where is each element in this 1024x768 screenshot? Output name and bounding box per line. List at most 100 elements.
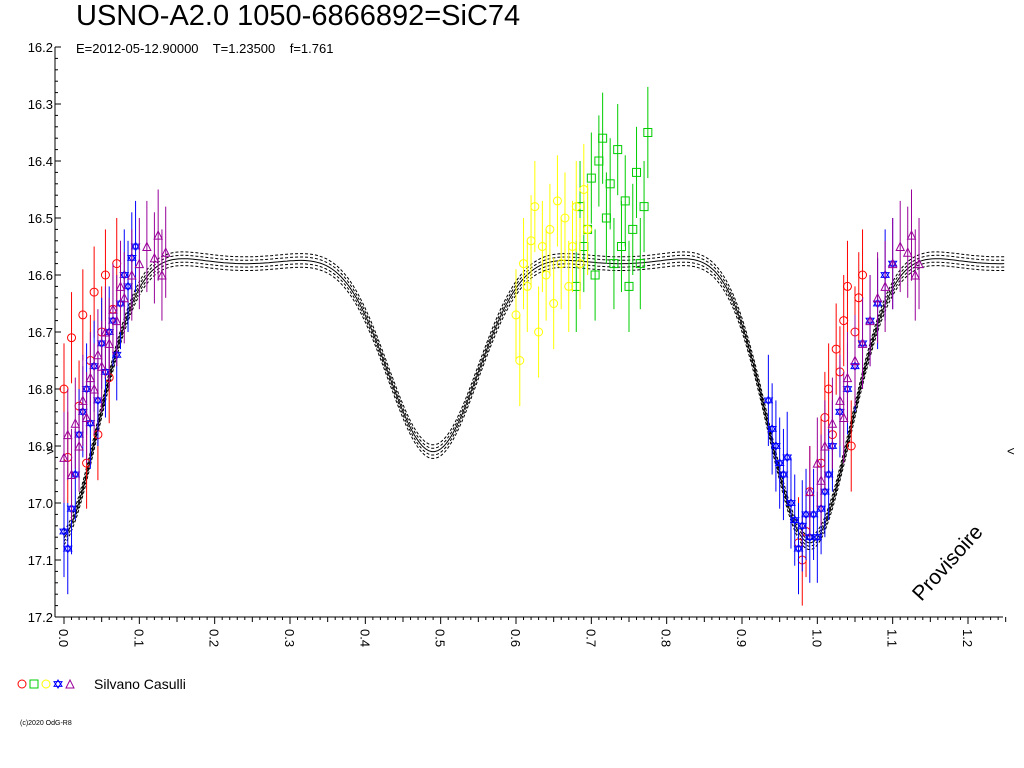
- legend-label: Silvano Casulli: [94, 676, 186, 692]
- x-tick-label: 0.6: [508, 629, 523, 647]
- data-point: [130, 241, 141, 252]
- chart-title: USNO-A2.0 1050-6866892=SiC74: [76, 0, 521, 32]
- data-point: [639, 202, 649, 212]
- data-point: [906, 229, 917, 240]
- x-tick-label: 0.2: [207, 629, 222, 647]
- data-point: [119, 292, 130, 303]
- marker-triangle: [902, 247, 913, 257]
- x-tick-label: 0.1: [131, 629, 146, 647]
- marker-triangle: [812, 457, 823, 468]
- data-point: [872, 292, 883, 303]
- data-point: [812, 532, 823, 543]
- data-point: [575, 259, 585, 269]
- marker-triangle: [850, 355, 860, 365]
- y-tick-label: 16.4: [28, 154, 53, 169]
- data-point: [820, 440, 830, 451]
- data-point: [620, 196, 630, 206]
- marker-triangle: [78, 395, 88, 405]
- marker-star-down: [797, 522, 808, 531]
- marker-star-up: [819, 486, 830, 495]
- marker-triangle: [142, 241, 152, 251]
- data-point: [78, 395, 88, 405]
- marker-circle: [842, 281, 852, 291]
- marker-triangle: [96, 361, 107, 371]
- marker-triangle: [126, 269, 137, 280]
- data-point: [605, 179, 615, 189]
- marker-star-up: [92, 395, 103, 404]
- marker-triangle: [914, 258, 924, 269]
- marker-star-down: [53, 681, 63, 689]
- x-tick-label: 0.0: [56, 629, 71, 647]
- data-point: [827, 418, 838, 428]
- data-point: [66, 469, 77, 479]
- marker-circle: [89, 287, 99, 297]
- model-curve: [63, 251, 1005, 550]
- data-point: [74, 440, 84, 451]
- data-point: [93, 349, 103, 360]
- marker-star-down: [763, 397, 774, 406]
- marker-triangle: [62, 429, 73, 440]
- data-point: [153, 229, 163, 240]
- marker-star-up: [812, 532, 823, 541]
- marker-star-up: [123, 281, 133, 290]
- data-point: [635, 259, 645, 269]
- data-point: [902, 247, 913, 257]
- legend-marker-svg: [17, 678, 75, 689]
- marker-triangle: [816, 475, 826, 485]
- data-point: [613, 145, 623, 155]
- y-tick-label: 16.6: [28, 268, 53, 283]
- data-point: [583, 224, 593, 234]
- x-tick-label: 0.5: [433, 629, 448, 647]
- right-marker-arrow: <: [1007, 444, 1015, 459]
- legend: Silvano Casulli: [16, 676, 186, 692]
- marker-square: [598, 133, 608, 143]
- model-curve-line: [63, 261, 1005, 547]
- marker-star-down: [59, 528, 69, 537]
- x-tick-label: 0.4: [357, 629, 372, 647]
- marker-circle: [41, 679, 51, 689]
- marker-circle: [846, 441, 856, 451]
- marker-circle: [515, 356, 525, 365]
- data-point: [793, 543, 804, 554]
- data-point: [157, 269, 167, 280]
- y-tick-label: 17.2: [28, 610, 53, 625]
- marker-triangle: [115, 281, 126, 291]
- data-point: [887, 258, 898, 269]
- marker-star-up: [786, 498, 796, 506]
- marker-star-up: [85, 418, 96, 427]
- data-point: [895, 241, 906, 251]
- marker-square: [609, 259, 619, 269]
- data-point: [914, 258, 924, 269]
- marker-triangle: [66, 469, 77, 479]
- marker-triangle: [906, 229, 917, 240]
- marker-triangle: [872, 292, 883, 303]
- data-point: [850, 355, 860, 365]
- marker-circle: [100, 270, 110, 280]
- marker-star-up: [823, 469, 834, 478]
- data-point: [842, 372, 853, 383]
- data-point: [767, 423, 778, 434]
- marker-square: [624, 281, 634, 291]
- marker-triangle: [910, 269, 921, 280]
- legend-marker: [41, 679, 51, 689]
- x-tick-label: 1.2: [960, 629, 975, 647]
- marker-circle: [571, 202, 581, 212]
- marker-triangle: [157, 269, 167, 280]
- y-tick-label: 16.9: [28, 439, 53, 454]
- marker-triangle: [835, 395, 845, 405]
- legend-marker: [53, 679, 63, 689]
- marker-circle: [549, 299, 559, 308]
- marker-square: [586, 173, 596, 183]
- marker-star-up: [804, 532, 815, 541]
- marker-triangle: [104, 338, 115, 348]
- model-curve-line: [63, 251, 1005, 537]
- legend-marker: [29, 679, 39, 689]
- marker-star-down: [786, 500, 796, 508]
- data-point: [782, 452, 793, 463]
- marker-square: [590, 270, 600, 280]
- marker-square: [620, 196, 630, 206]
- marker-star-down: [789, 517, 800, 526]
- data-point: [142, 241, 152, 251]
- legend-marker-row: [16, 677, 88, 691]
